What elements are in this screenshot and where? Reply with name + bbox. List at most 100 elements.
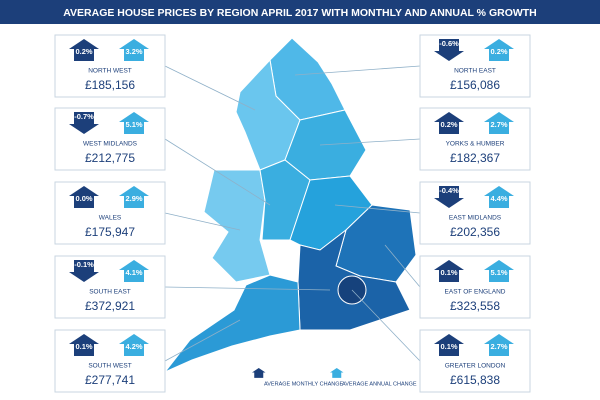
- title: AVERAGE HOUSE PRICES BY REGION APRIL 201…: [63, 7, 537, 19]
- box-frame: [54, 329, 166, 393]
- annual-change: 0.2%: [490, 47, 507, 56]
- region-box: -0.1% 4.1% SOUTH EAST £372,921: [54, 255, 166, 319]
- annual-arrow: [484, 186, 514, 208]
- region-price: £372,921: [85, 299, 135, 313]
- legend-monthly-icon: [252, 368, 266, 378]
- annual-arrow: [484, 260, 514, 282]
- box-frame: [419, 181, 531, 245]
- monthly-arrow: [69, 39, 99, 61]
- monthly-change: -0.6%: [439, 39, 459, 48]
- title-bar: [0, 0, 600, 24]
- region-name: WEST MIDLANDS: [83, 141, 138, 148]
- region-south-west: [164, 274, 301, 373]
- annual-arrow: [119, 334, 149, 356]
- region-box: 0.2% 2.7% YORKS & HUMBER £182,367: [419, 107, 531, 171]
- region-box: -0.4% 4.4% EAST MIDLANDS £202,356: [419, 181, 531, 245]
- region-name: EAST OF ENGLAND: [445, 289, 506, 296]
- annual-change: 2.9%: [125, 194, 142, 203]
- monthly-change: 0.1%: [440, 268, 457, 277]
- region-box: 0.2% 3.2% NORTH WEST £185,156: [54, 34, 166, 98]
- region-name: NORTH WEST: [88, 68, 132, 75]
- monthly-arrow: [69, 334, 99, 356]
- region-name: NORTH EAST: [454, 68, 496, 75]
- annual-change: 4.2%: [125, 342, 142, 351]
- region-name: YORKS & HUMBER: [446, 141, 505, 148]
- region-box: -0.7% 5.1% WEST MIDLANDS £212,775: [54, 107, 166, 171]
- monthly-arrow: [434, 39, 464, 61]
- map: [164, 37, 417, 373]
- region-boxes: 0.2% 3.2% NORTH WEST £185,156 -0.7% 5.1% WEST …: [54, 34, 531, 393]
- region-name: GREATER LONDON: [445, 363, 506, 370]
- leader-line: [164, 319, 241, 362]
- region-price: £182,367: [450, 151, 500, 165]
- region-name: WALES: [99, 215, 122, 222]
- monthly-change: -0.4%: [439, 186, 459, 195]
- region-box: 0.1% 4.2% SOUTH WEST £277,741: [54, 329, 166, 393]
- region-price: £175,947: [85, 225, 135, 239]
- annual-change: 3.2%: [125, 47, 142, 56]
- annual-arrow: [484, 112, 514, 134]
- monthly-change: 0.2%: [75, 47, 92, 56]
- region-price: £323,558: [450, 299, 500, 313]
- region-name: SOUTH EAST: [89, 289, 131, 296]
- box-frame: [419, 255, 531, 319]
- leader-line: [319, 138, 421, 146]
- monthly-change: 0.0%: [75, 194, 92, 203]
- monthly-arrow: [434, 112, 464, 134]
- legend-monthly-label: AVERAGE MONTHLY CHANGE: [264, 381, 343, 387]
- annual-change: 5.1%: [490, 268, 507, 277]
- box-frame: [54, 181, 166, 245]
- annual-change: 2.7%: [490, 120, 507, 129]
- region-box: -0.6% 0.2% NORTH EAST £156,086: [419, 34, 531, 98]
- box-frame: [54, 255, 166, 319]
- monthly-arrow: [69, 260, 99, 282]
- region-price: £156,086: [450, 78, 500, 92]
- annual-change: 5.1%: [125, 120, 142, 129]
- region-name: EAST MIDLANDS: [449, 215, 502, 222]
- annual-arrow: [484, 39, 514, 61]
- leader-line: [384, 244, 421, 288]
- annual-change: 4.4%: [490, 194, 507, 203]
- region-box: 0.0% 2.9% WALES £175,947: [54, 181, 166, 245]
- region-price: £277,741: [85, 373, 135, 387]
- monthly-arrow: [69, 186, 99, 208]
- region-price: £212,775: [85, 151, 135, 165]
- leader-line: [164, 212, 241, 231]
- monthly-arrow: [434, 186, 464, 208]
- region-price: £202,356: [450, 225, 500, 239]
- leader-line: [164, 138, 271, 206]
- leader-lines: [164, 65, 421, 362]
- legend-annual-label: AVERAGE ANNUAL CHANGE: [342, 381, 417, 387]
- annual-arrow: [119, 260, 149, 282]
- region-price: £185,156: [85, 78, 135, 92]
- monthly-change: 0.1%: [75, 342, 92, 351]
- legend-annual-icon: [330, 368, 344, 378]
- region-box: 0.1% 2.7% GREATER LONDON £615,838: [419, 329, 531, 393]
- monthly-arrow: [434, 260, 464, 282]
- leader-line: [334, 204, 421, 214]
- leader-line: [164, 65, 256, 111]
- leader-line: [164, 286, 331, 291]
- annual-arrow: [484, 334, 514, 356]
- monthly-arrow: [69, 112, 99, 134]
- region-box: 0.1% 5.1% EAST OF ENGLAND £323,558: [419, 255, 531, 319]
- leader-line: [294, 65, 421, 76]
- annual-arrow: [119, 39, 149, 61]
- annual-change: 2.7%: [490, 342, 507, 351]
- box-frame: [419, 329, 531, 393]
- region-price: £615,838: [450, 373, 500, 387]
- annual-arrow: [119, 186, 149, 208]
- box-frame: [419, 107, 531, 171]
- box-frame: [54, 107, 166, 171]
- annual-change: 4.1%: [125, 268, 142, 277]
- monthly-change: -0.1%: [74, 260, 94, 269]
- annual-arrow: [119, 112, 149, 134]
- monthly-change: 0.1%: [440, 342, 457, 351]
- monthly-change: 0.2%: [440, 120, 457, 129]
- region-name: SOUTH WEST: [88, 363, 131, 370]
- monthly-arrow: [434, 334, 464, 356]
- monthly-change: -0.7%: [74, 112, 94, 121]
- box-frame: [54, 34, 166, 98]
